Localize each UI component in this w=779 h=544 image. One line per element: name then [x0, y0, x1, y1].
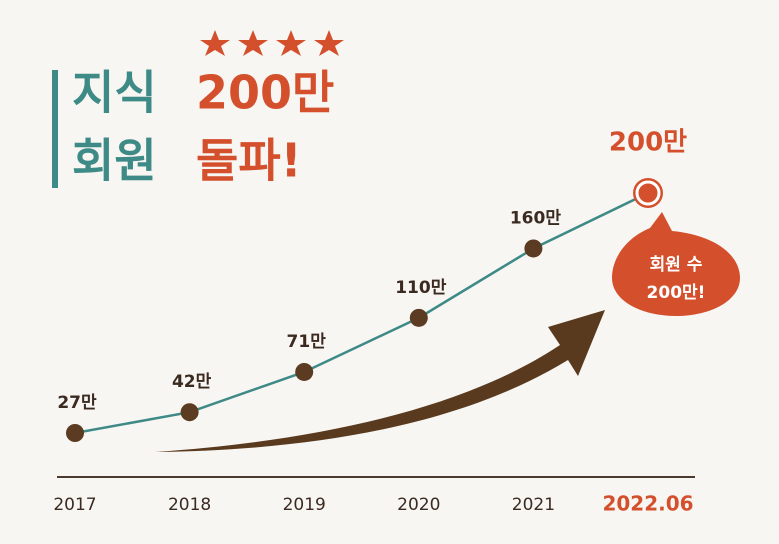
marker-ring [635, 180, 661, 206]
x-tick-label: 2021 [512, 495, 555, 515]
callout-text: 200만! [647, 283, 706, 303]
value-label: 42만 [172, 372, 212, 392]
title-bar [52, 70, 58, 188]
title-highlight: 200만 [196, 66, 334, 120]
value-label: 200만 [609, 128, 687, 158]
callout-bubble [612, 212, 740, 316]
x-tick-label: 2017 [53, 495, 96, 515]
callout-text: 회원 수 [650, 255, 703, 275]
callout [612, 212, 740, 316]
title-text: 회원 [72, 134, 157, 188]
stars [200, 30, 344, 56]
x-tick-label: 2020 [397, 495, 440, 515]
value-label: 110만 [395, 278, 446, 298]
marker [524, 239, 543, 258]
title-highlight: 돌파! [196, 134, 302, 188]
marker [409, 308, 428, 327]
x-tick-label: 2019 [283, 495, 326, 515]
value-label: 27만 [57, 393, 97, 413]
trend-arrow [155, 310, 605, 452]
x-tick-label: 2018 [168, 495, 211, 515]
marker [295, 362, 314, 381]
value-label: 71만 [287, 332, 327, 352]
value-label: 160만 [510, 208, 561, 228]
marker [66, 424, 84, 442]
x-tick-label: 2022.06 [602, 492, 693, 516]
line [74, 191, 649, 435]
marker [180, 403, 199, 422]
title-text: 지식 [72, 66, 157, 120]
